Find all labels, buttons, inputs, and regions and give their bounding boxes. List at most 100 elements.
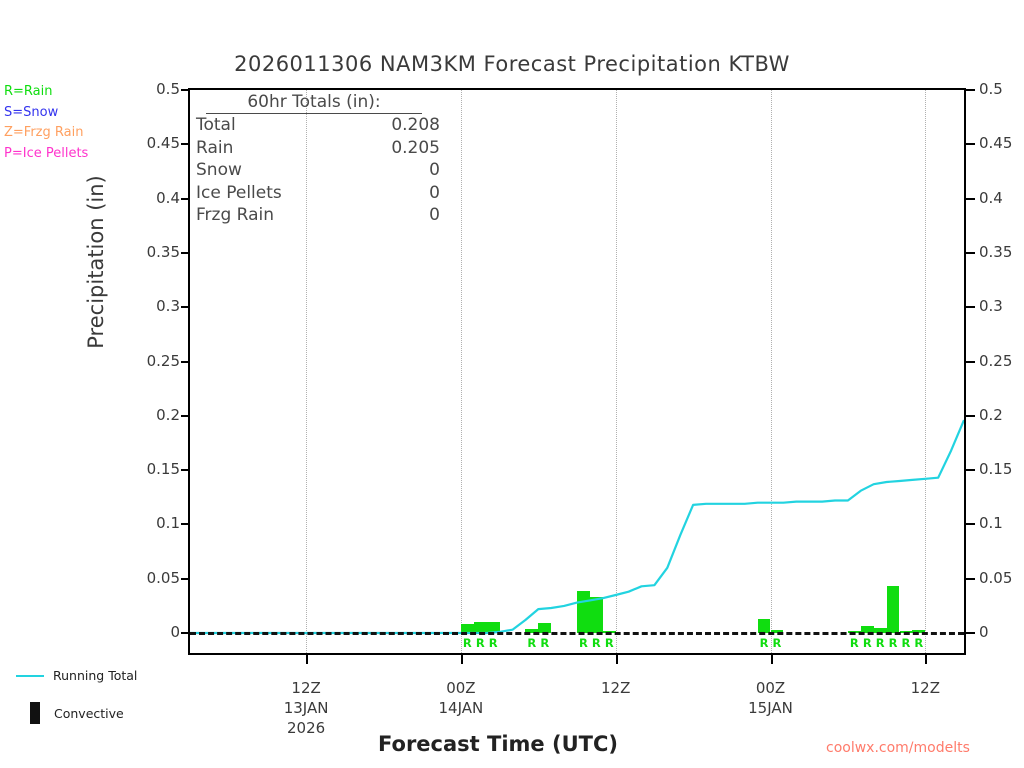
precip-type-marker: R	[875, 636, 885, 650]
gridline	[771, 90, 773, 653]
y-tick-mark-right	[966, 306, 975, 309]
precip-type-legend: R=Rain S=Snow Z=Frzg Rain P=Ice Pellets	[4, 82, 88, 164]
totals-value-snow: 0	[429, 160, 440, 181]
legend-item-frzg-rain: Z=Frzg Rain	[4, 123, 88, 144]
totals-label-frzg-rain: Frzg Rain	[196, 205, 275, 226]
x-tick-mark	[306, 655, 308, 664]
precip-type-marker: R	[759, 636, 769, 650]
y-tick-mark-left	[181, 523, 190, 526]
y-tick-label-right: 0.45	[979, 134, 1013, 153]
precip-bar	[912, 629, 926, 633]
precip-bar	[860, 626, 874, 633]
y-tick-label-left: 0	[170, 623, 180, 641]
totals-label-total: Total	[196, 115, 236, 135]
precip-type-marker: R	[772, 636, 782, 650]
x-tick-label: 00Z 14JAN	[401, 678, 521, 718]
y-tick-label-right: 0.5	[979, 80, 1003, 98]
y-tick-mark-right	[966, 414, 975, 417]
precip-type-marker: R	[527, 636, 537, 650]
totals-box-title: 60hr Totals (in):	[206, 92, 422, 114]
x-tick-time: 12Z	[291, 679, 321, 697]
y-tick-mark-left	[181, 469, 190, 472]
y-tick-mark-left	[181, 89, 190, 91]
x-tick-time: 00Z	[446, 679, 476, 697]
legend-convective: Convective	[16, 702, 124, 724]
x-tick-mark	[771, 655, 773, 664]
precip-bar	[770, 629, 784, 633]
page-title: 2026011306 NAM3KM Forecast Precipitation…	[234, 52, 790, 76]
x-tick-label: 12Z	[556, 678, 676, 698]
y-tick-mark-left	[181, 360, 190, 363]
y-tick-label-left: 0.3	[156, 297, 180, 316]
totals-row-rain: Rain 0.205	[196, 137, 440, 160]
convective-legend-label: Convective	[54, 705, 124, 721]
legend-ice-pellets-label: P=Ice Pellets	[4, 145, 89, 161]
y-tick-mark-right	[966, 197, 975, 200]
y-tick-mark-left	[181, 577, 190, 580]
precip-type-marker: R	[579, 636, 588, 650]
y-tick-label-right: 0	[979, 623, 989, 641]
y-tick-label-left: 0.05	[146, 568, 180, 587]
x-tick-label: 12Z	[865, 678, 985, 698]
legend-item-snow: S=Snow	[4, 103, 88, 124]
y-tick-mark-left	[181, 197, 190, 200]
y-tick-label-left: 0.45	[146, 134, 180, 153]
precip-bar	[886, 586, 900, 633]
precip-type-marker: R	[540, 636, 550, 650]
y-tick-mark-left	[181, 632, 190, 634]
legend-item-ice-pellets: P=Ice Pellets	[4, 144, 88, 165]
y-tick-label-left: 0.4	[156, 188, 180, 207]
precip-type-marker: R	[604, 636, 614, 650]
y-tick-label-right: 0.1	[979, 514, 1003, 533]
precip-bar	[486, 622, 500, 633]
totals-box: 60hr Totals (in): Total 0.208 Rain 0.205…	[196, 92, 440, 227]
legend-item-rain: R=Rain	[4, 82, 88, 103]
legend-frzg-rain-label: Z=Frzg Rain	[4, 125, 84, 140]
y-tick-mark-right	[966, 143, 975, 146]
precip-type-marker: R	[462, 636, 472, 650]
x-tick-mark	[461, 655, 463, 664]
precip-bar	[589, 597, 603, 633]
x-tick-date: 13JAN	[283, 699, 329, 717]
y-tick-label-right: 0.25	[979, 351, 1013, 370]
convective-bar-swatch	[30, 702, 40, 724]
precip-bar	[757, 618, 771, 633]
x-tick-year: 2026	[287, 719, 326, 737]
totals-value-rain: 0.205	[391, 137, 440, 158]
precip-type-marker: R	[862, 636, 872, 650]
precip-bar	[473, 622, 487, 633]
precip-type-marker: R	[591, 636, 601, 650]
precip-type-marker: R	[488, 636, 498, 650]
x-tick-label: 12Z 13JAN 2026	[246, 678, 366, 738]
legend-rain-label: R=Rain	[4, 84, 53, 99]
y-tick-label-left: 0.5	[156, 80, 180, 98]
y-tick-mark-left	[181, 306, 190, 309]
legend-snow-label: S=Snow	[4, 104, 59, 120]
y-tick-label-left: 0.15	[146, 460, 180, 479]
precip-type-marker: R	[475, 636, 485, 650]
totals-row-total: Total 0.208	[196, 114, 440, 137]
y-tick-mark-right	[966, 577, 975, 580]
watermark: coolwx.com/modelts	[826, 740, 970, 756]
totals-row-ice-pellets: Ice Pellets 0	[196, 182, 440, 205]
y-tick-label-right: 0.35	[979, 242, 1013, 261]
plot-frame-lower	[188, 633, 966, 655]
x-tick-time: 00Z	[755, 679, 786, 697]
y-tick-mark-right	[966, 360, 975, 363]
zero-line	[190, 632, 964, 635]
y-tick-label-right: 0.15	[979, 460, 1013, 479]
x-tick-time: 12Z	[601, 679, 631, 697]
y-axis-title: Precipitation (in)	[84, 175, 108, 349]
y-tick-mark-left	[181, 414, 190, 417]
precip-bar	[602, 630, 616, 633]
y-tick-mark-right	[966, 523, 975, 526]
precip-bar	[873, 627, 887, 633]
gridline	[925, 90, 927, 653]
totals-row-snow: Snow 0	[196, 159, 440, 182]
precip-type-marker: R	[849, 636, 859, 650]
x-axis-title: Forecast Time (UTC)	[378, 732, 618, 756]
x-tick-time: 12Z	[910, 679, 940, 697]
precip-bar	[847, 630, 861, 633]
gridline	[461, 90, 463, 653]
